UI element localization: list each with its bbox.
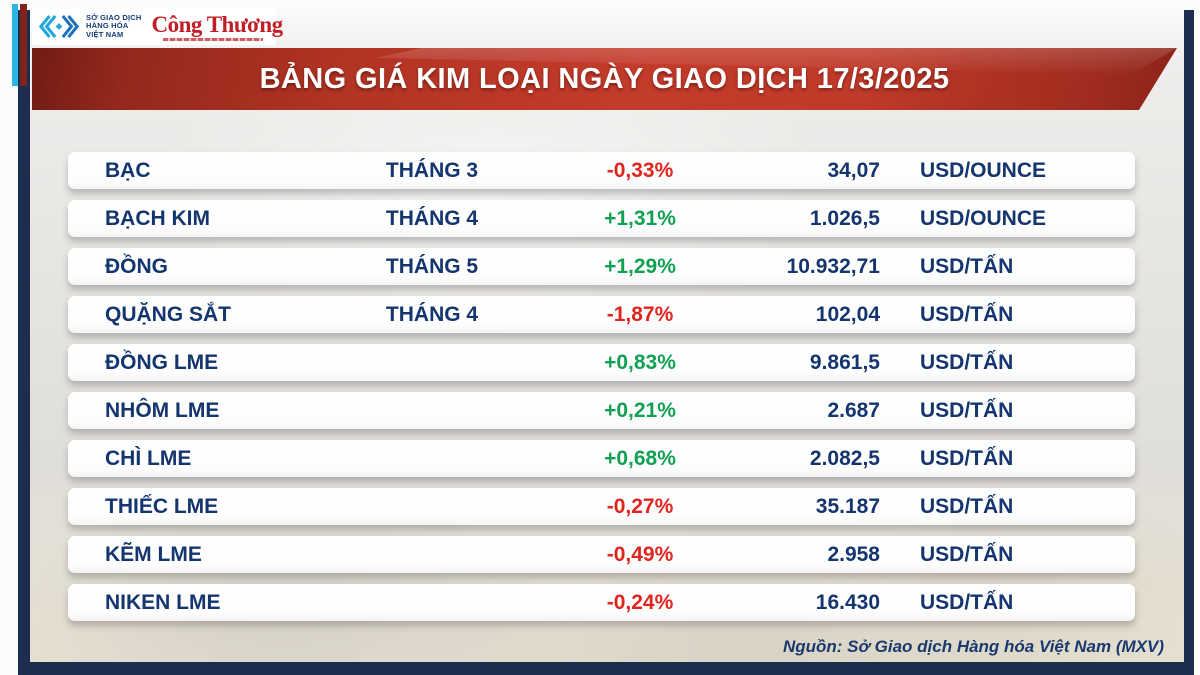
contract-month: THÁNG 5 [385,255,479,278]
contract-month: THÁNG 4 [385,303,479,326]
metal-name: KẼM LME [105,543,202,566]
metal-name: THIẾC LME [105,495,219,518]
percent-change: +1,29% [604,255,676,278]
mxv-org-line3: VIỆT NAM [86,29,124,39]
price-unit: USD/TẤN [920,303,1014,326]
accent-bar-maroon [20,4,27,86]
percent-change: +0,83% [604,351,676,374]
percent-change: +0,21% [604,399,676,422]
table-row: NHÔM LME +0,21% 2.687 USD/TẤN [68,392,1135,429]
mxv-org-line1: SỞ GIAO DỊCH [86,12,142,22]
price-value: 10.932,71 [786,255,880,278]
table-row: ĐỒNG LME +0,83% 9.861,5 USD/TẤN [68,344,1135,381]
price-unit: USD/OUNCE [920,159,1047,182]
metal-name: QUẶNG SẮT [105,303,231,326]
percent-change: -0,24% [606,591,674,614]
metal-name: CHÌ LME [105,447,192,470]
contract-month: THÁNG 4 [385,207,479,230]
price-unit: USD/TẤN [920,495,1014,518]
table-row: ĐỒNG THÁNG 5 +1,29% 10.932,71 USD/TẤN [68,248,1135,285]
price-value: 2.082,5 [809,447,880,470]
congthuong-tagline-line [163,37,264,41]
percent-change: -0,27% [606,495,674,518]
metal-name: ĐỒNG LME [105,351,219,374]
contract-month: THÁNG 3 [385,159,479,182]
table-row: CHÌ LME +0,68% 2.082,5 USD/TẤN [68,440,1135,477]
metal-name: BẠC [105,159,151,182]
metal-name: NHÔM LME [105,399,220,422]
price-value: 9.861,5 [809,351,880,374]
mxv-chevron-logo-icon [38,15,80,38]
percent-change: +0,68% [604,447,676,470]
price-unit: USD/TẤN [920,591,1014,614]
mxv-org-name: SỞ GIAO DỊCH HÀNG HÓA VIỆT NAM [86,12,142,40]
page-title: BẢNG GIÁ KIM LOẠI NGÀY GIAO DỊCH 17/3/20… [259,62,950,95]
percent-change: -1,87% [606,303,674,326]
price-unit: USD/TẤN [920,447,1014,470]
percent-change: -0,49% [606,543,674,566]
metal-name: NIKEN LME [105,591,221,614]
congthuong-logo: Công Thương [151,11,283,41]
percent-change: -0,33% [606,159,674,182]
table-row: NIKEN LME -0,24% 16.430 USD/TẤN [68,584,1135,621]
table-row: BẠC THÁNG 3 -0,33% 34,07 USD/OUNCE [68,152,1135,189]
price-unit: USD/TẤN [920,255,1014,278]
price-value: 2.958 [827,543,880,566]
price-unit: USD/TẤN [920,351,1014,374]
price-value: 1.026,5 [809,207,880,230]
price-unit: USD/TẤN [920,399,1014,422]
price-value: 102,04 [815,303,880,326]
price-table: BẠC THÁNG 3 -0,33% 34,07 USD/OUNCE BẠCH … [68,152,1135,632]
mxv-org-line2: HÀNG HÓA [86,21,129,31]
price-value: 16.430 [815,591,880,614]
title-banner: BẢNG GIÁ KIM LOẠI NGÀY GIAO DỊCH 17/3/20… [32,48,1177,110]
accent-bar-cyan [12,4,18,86]
price-unit: USD/OUNCE [920,207,1047,230]
table-row: QUẶNG SẮT THÁNG 4 -1,87% 102,04 USD/TẤN [68,296,1135,333]
price-unit: USD/TẤN [920,543,1014,566]
price-value: 34,07 [827,159,880,182]
masthead-logo-card: SỞ GIAO DỊCH HÀNG HÓA VIỆT NAM Công Thươ… [32,8,283,45]
table-row: BẠCH KIM THÁNG 4 +1,31% 1.026,5 USD/OUNC… [68,200,1135,237]
table-row: THIẾC LME -0,27% 35.187 USD/TẤN [68,488,1135,525]
price-value: 2.687 [827,399,880,422]
congthuong-wordmark: Công Thương [151,11,283,37]
price-value: 35.187 [815,495,880,518]
metal-name: BẠCH KIM [105,207,210,230]
table-row: KẼM LME -0,49% 2.958 USD/TẤN [68,536,1135,573]
metal-name: ĐỒNG [105,255,168,278]
source-credit: Nguồn: Sở Giao dịch Hàng hóa Việt Nam (M… [782,637,1164,656]
percent-change: +1,31% [604,207,676,230]
